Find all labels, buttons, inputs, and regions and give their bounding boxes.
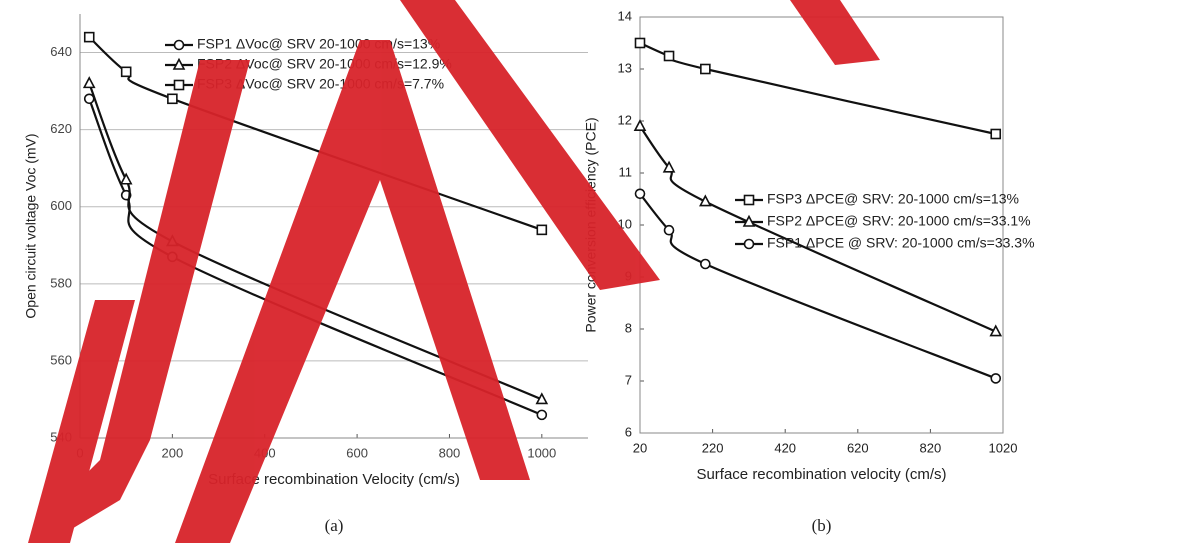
caption: (a) (325, 516, 344, 535)
caption: (b) (812, 516, 832, 535)
series-line (639, 125, 997, 333)
marker (700, 258, 711, 270)
marker (700, 63, 711, 75)
y-tick-label: 540 (50, 429, 72, 444)
x-tick-label: 20 (633, 440, 647, 455)
x-tick-label: 420 (774, 440, 796, 455)
marker (634, 188, 646, 200)
x-axis-label: Surface recombination velocity (cm/s) (696, 466, 946, 483)
marker (990, 373, 1002, 384)
legend-marker (743, 194, 755, 206)
marker (82, 76, 96, 89)
y-tick-label: 10 (618, 216, 632, 231)
x-tick-label: 220 (702, 440, 724, 455)
marker (83, 31, 95, 43)
series-line (639, 193, 997, 380)
x-tick-label: 820 (920, 440, 942, 455)
marker (536, 224, 548, 236)
legend-label: FSP3 ΔVoc@ SRV 20-1000 cm/s=7.7% (197, 76, 444, 92)
y-tick-label: 7 (625, 372, 632, 387)
legend-label: FSP2 ΔVoc@ SRV 20-1000 cm/s=12.9% (197, 56, 452, 72)
x-tick-label: 1000 (527, 445, 556, 460)
marker (119, 172, 133, 185)
y-axis-label: Open circuit voltage Voc (mV) (23, 133, 39, 318)
legend-label: FSP2 ΔPCE@ SRV: 20-1000 cm/s=33.1% (767, 213, 1031, 229)
x-tick-label: 620 (847, 440, 869, 455)
x-tick-label: 1020 (989, 440, 1018, 455)
marker (699, 194, 712, 207)
legend-label: FSP1 ΔVoc@ SRV 20-1000 cm/s=13% (197, 36, 440, 52)
marker (663, 224, 675, 236)
y-tick-label: 14 (618, 8, 632, 23)
series-line (88, 82, 543, 401)
x-axis-label: Surface recombination Velocity (cm/s) (208, 471, 460, 488)
y-tick-label: 12 (618, 112, 632, 127)
y-axis-label: Power conversion efficiency (PCE) (583, 117, 599, 332)
marker (536, 409, 548, 421)
x-tick-label: 600 (346, 445, 368, 460)
marker (989, 324, 1003, 337)
marker (167, 93, 178, 105)
marker (535, 392, 549, 405)
series-line (88, 98, 543, 416)
y-tick-label: 620 (50, 121, 72, 136)
y-tick-label: 6 (625, 424, 632, 439)
x-tick-label: 200 (162, 445, 184, 460)
legend-label: FSP3 ΔPCE@ SRV: 20-1000 cm/s=13% (767, 191, 1019, 207)
x-tick-label: 800 (439, 445, 461, 460)
marker (167, 251, 178, 263)
marker (120, 66, 132, 78)
marker (990, 128, 1002, 140)
y-tick-label: 640 (50, 44, 72, 59)
y-tick-label: 11 (619, 164, 633, 179)
y-tick-label: 9 (625, 268, 632, 283)
y-tick-label: 560 (50, 352, 72, 367)
legend-marker (173, 39, 185, 51)
x-tick-label: 0 (76, 445, 83, 460)
legend-marker (173, 79, 185, 91)
x-tick-label: 400 (254, 445, 276, 460)
y-tick-label: 580 (50, 275, 72, 290)
marker (83, 93, 95, 105)
legend-label: FSP1 ΔPCE @ SRV: 20-1000 cm/s=33.3% (767, 235, 1035, 251)
y-tick-label: 13 (618, 60, 632, 75)
marker (662, 160, 676, 173)
y-tick-label: 600 (50, 198, 72, 213)
marker (663, 50, 675, 62)
series-line (639, 41, 996, 136)
legend-marker (743, 238, 755, 250)
marker (633, 118, 647, 131)
y-tick-label: 8 (625, 320, 632, 335)
marker (634, 37, 646, 49)
legend-marker (742, 214, 756, 227)
